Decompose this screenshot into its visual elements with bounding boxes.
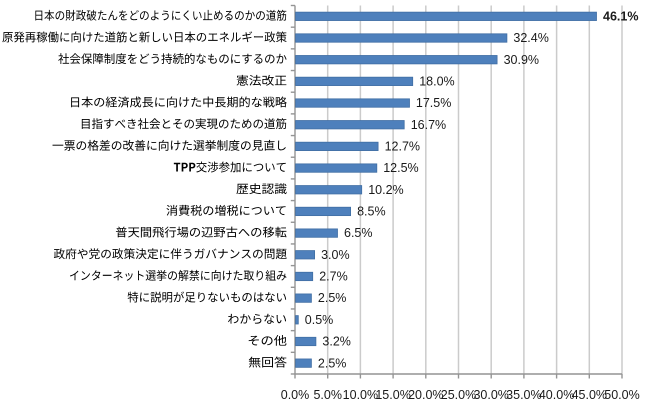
svg-text:3.2%: 3.2%: [322, 335, 351, 349]
svg-text:15.0%: 15.0%: [375, 388, 410, 402]
svg-text:45.0%: 45.0%: [572, 388, 607, 402]
svg-text:10.0%: 10.0%: [343, 388, 378, 402]
svg-text:30.0%: 30.0%: [473, 388, 508, 402]
svg-text:16.7%: 16.7%: [411, 118, 446, 132]
svg-text:12.7%: 12.7%: [385, 139, 420, 153]
svg-text:46.1%: 46.1%: [603, 9, 638, 23]
svg-text:0.0%: 0.0%: [281, 388, 310, 402]
svg-text:32.4%: 32.4%: [513, 31, 548, 45]
svg-text:2.5%: 2.5%: [318, 291, 347, 305]
svg-text:6.5%: 6.5%: [344, 226, 373, 240]
svg-text:20.0%: 20.0%: [408, 388, 443, 402]
svg-text:35.0%: 35.0%: [506, 388, 541, 402]
svg-text:25.0%: 25.0%: [441, 388, 476, 402]
svg-text:40.0%: 40.0%: [539, 388, 574, 402]
svg-text:10.2%: 10.2%: [368, 183, 403, 197]
svg-text:30.9%: 30.9%: [504, 53, 539, 67]
svg-text:12.5%: 12.5%: [383, 161, 418, 175]
svg-text:50.0%: 50.0%: [604, 388, 639, 402]
svg-text:8.5%: 8.5%: [357, 205, 386, 219]
svg-text:5.0%: 5.0%: [313, 388, 342, 402]
svg-text:2.5%: 2.5%: [318, 356, 347, 370]
svg-text:18.0%: 18.0%: [419, 74, 454, 88]
svg-text:2.7%: 2.7%: [319, 270, 348, 284]
svg-text:0.5%: 0.5%: [305, 313, 334, 327]
svg-text:17.5%: 17.5%: [416, 96, 451, 110]
svg-text:3.0%: 3.0%: [321, 248, 350, 262]
